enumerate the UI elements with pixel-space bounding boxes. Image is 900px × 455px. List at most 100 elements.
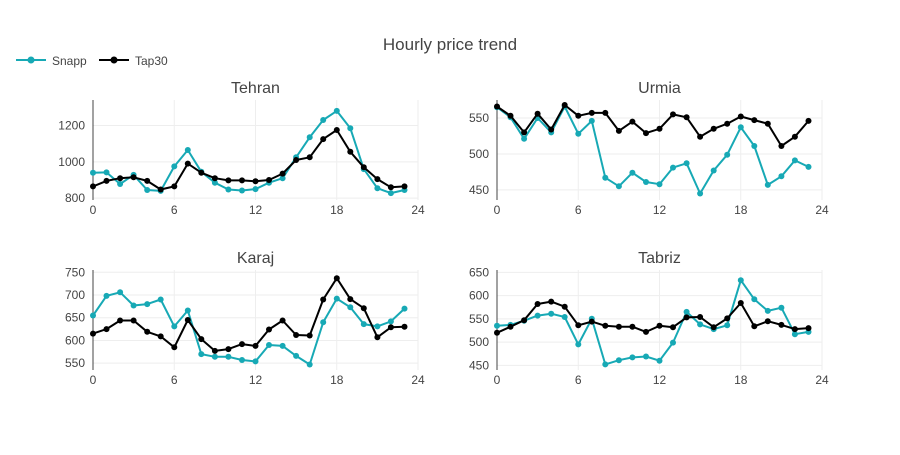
data-point[interactable] xyxy=(724,315,731,322)
data-point[interactable] xyxy=(697,321,704,328)
data-point[interactable] xyxy=(697,314,704,320)
data-point[interactable] xyxy=(575,130,582,137)
data-point[interactable] xyxy=(670,164,676,171)
data-point[interactable] xyxy=(198,351,205,358)
data-point[interactable] xyxy=(561,303,568,310)
data-point[interactable] xyxy=(683,160,690,167)
data-point[interactable] xyxy=(751,117,758,124)
data-point[interactable] xyxy=(157,186,164,193)
data-point[interactable] xyxy=(575,112,582,119)
data-point[interactable] xyxy=(347,125,354,132)
data-point[interactable] xyxy=(575,341,582,348)
data-point[interactable] xyxy=(401,305,408,312)
data-point[interactable] xyxy=(643,179,649,185)
data-point[interactable] xyxy=(575,322,582,329)
data-point[interactable] xyxy=(656,357,663,364)
data-point[interactable] xyxy=(764,307,771,314)
data-point[interactable] xyxy=(117,175,124,182)
data-point[interactable] xyxy=(130,317,137,324)
data-point[interactable] xyxy=(561,314,568,320)
data-point[interactable] xyxy=(629,118,636,125)
data-point[interactable] xyxy=(211,353,218,360)
data-point[interactable] xyxy=(643,353,649,360)
data-point[interactable] xyxy=(615,357,622,364)
data-point[interactable] xyxy=(90,330,96,337)
data-point[interactable] xyxy=(279,317,286,324)
data-point[interactable] xyxy=(710,125,717,132)
data-point[interactable] xyxy=(171,183,178,190)
data-point[interactable] xyxy=(320,296,327,303)
data-point[interactable] xyxy=(252,342,259,349)
data-point[interactable] xyxy=(643,130,649,137)
data-point[interactable] xyxy=(320,319,327,326)
data-point[interactable] xyxy=(778,321,785,328)
data-point[interactable] xyxy=(387,190,394,197)
data-point[interactable] xyxy=(144,187,151,193)
series-snapp[interactable] xyxy=(90,289,408,368)
data-point[interactable] xyxy=(198,336,205,343)
data-point[interactable] xyxy=(293,157,300,163)
data-point[interactable] xyxy=(724,151,731,158)
data-point[interactable] xyxy=(387,324,394,331)
data-point[interactable] xyxy=(751,143,758,149)
data-point[interactable] xyxy=(171,344,178,351)
data-point[interactable] xyxy=(764,120,771,127)
legend-item-tap30[interactable]: Tap30 xyxy=(99,54,168,68)
data-point[interactable] xyxy=(184,317,191,323)
data-point[interactable] xyxy=(791,326,798,333)
data-point[interactable] xyxy=(697,190,704,197)
data-point[interactable] xyxy=(90,312,96,319)
data-point[interactable] xyxy=(521,317,528,324)
series-tap30[interactable] xyxy=(90,275,408,354)
data-point[interactable] xyxy=(534,110,541,117)
data-point[interactable] xyxy=(225,186,232,193)
data-point[interactable] xyxy=(293,352,300,359)
data-point[interactable] xyxy=(805,117,812,124)
data-point[interactable] xyxy=(602,361,609,368)
data-point[interactable] xyxy=(360,164,367,171)
data-point[interactable] xyxy=(293,332,300,338)
data-point[interactable] xyxy=(751,323,758,330)
data-point[interactable] xyxy=(279,175,286,182)
series-tap30[interactable] xyxy=(90,127,408,193)
data-point[interactable] xyxy=(211,347,218,354)
data-point[interactable] xyxy=(90,169,96,176)
series-tap30[interactable] xyxy=(494,102,812,149)
data-point[interactable] xyxy=(534,301,541,307)
data-point[interactable] xyxy=(252,358,259,365)
data-point[interactable] xyxy=(764,318,771,325)
data-point[interactable] xyxy=(211,179,218,186)
data-point[interactable] xyxy=(602,322,609,329)
data-point[interactable] xyxy=(239,357,245,363)
data-point[interactable] xyxy=(225,177,232,184)
data-point[interactable] xyxy=(629,354,636,361)
data-point[interactable] xyxy=(360,305,367,312)
data-point[interactable] xyxy=(144,328,151,335)
data-point[interactable] xyxy=(670,324,676,331)
data-point[interactable] xyxy=(144,301,151,308)
data-point[interactable] xyxy=(252,178,259,185)
data-point[interactable] xyxy=(588,109,595,116)
data-point[interactable] xyxy=(144,177,151,184)
series-tap30[interactable] xyxy=(494,298,812,336)
data-point[interactable] xyxy=(171,163,178,170)
data-point[interactable] xyxy=(534,312,541,319)
data-point[interactable] xyxy=(507,112,514,119)
data-point[interactable] xyxy=(791,331,798,338)
data-point[interactable] xyxy=(333,127,340,133)
data-point[interactable] xyxy=(103,326,110,333)
data-point[interactable] xyxy=(184,147,191,153)
data-point[interactable] xyxy=(764,181,771,188)
data-point[interactable] xyxy=(494,322,500,329)
data-point[interactable] xyxy=(347,148,354,155)
data-point[interactable] xyxy=(494,103,500,110)
data-point[interactable] xyxy=(724,120,731,127)
data-point[interactable] xyxy=(805,163,812,170)
data-point[interactable] xyxy=(198,169,205,176)
data-point[interactable] xyxy=(239,341,245,348)
data-point[interactable] xyxy=(171,323,178,330)
data-point[interactable] xyxy=(656,181,663,188)
data-point[interactable] xyxy=(670,111,676,118)
data-point[interactable] xyxy=(602,174,609,181)
data-point[interactable] xyxy=(521,129,528,136)
